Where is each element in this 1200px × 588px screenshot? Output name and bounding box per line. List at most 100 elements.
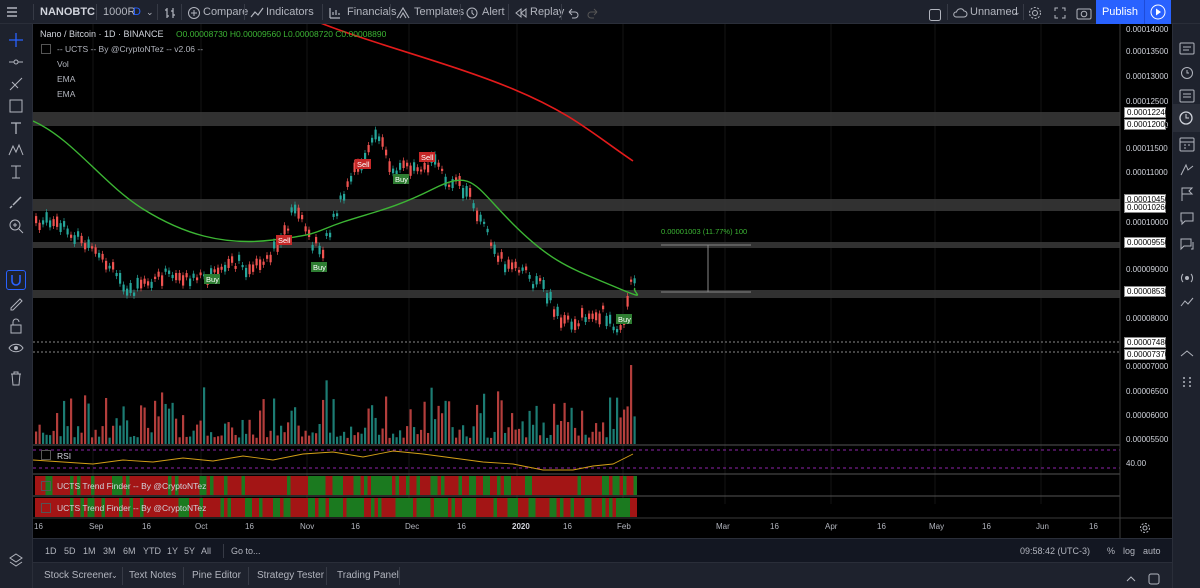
chart-style-icon[interactable] (163, 5, 177, 19)
flag-icon[interactable] (1179, 186, 1195, 202)
maximize-icon[interactable] (1148, 570, 1160, 585)
layout-name[interactable]: Unnamed (970, 6, 1018, 18)
play-icon[interactable] (1144, 0, 1171, 24)
symbol-search[interactable]: NANOBTC (40, 6, 95, 18)
drawing-lock-pencil-icon[interactable] (8, 295, 24, 311)
expand-icon[interactable] (1053, 5, 1067, 19)
redo-icon[interactable] (586, 5, 600, 19)
indicator-vol[interactable]: Vol (57, 59, 69, 69)
pitchfork-icon[interactable] (8, 76, 24, 92)
alert-icon[interactable] (465, 5, 479, 19)
candle (469, 188, 472, 197)
range-all[interactable]: All (201, 546, 212, 556)
tab-trading-panel[interactable]: Trading Panel (337, 570, 399, 581)
layers-icon[interactable] (8, 552, 24, 568)
templates-icon[interactable] (396, 5, 410, 19)
alert-button[interactable]: Alert (482, 6, 505, 18)
rectangle-icon[interactable] (8, 98, 24, 114)
data-window-icon[interactable] (1173, 104, 1200, 132)
interval-daily[interactable]: D (133, 6, 141, 18)
measure-tool: 0.00001003 (11.77%) 100 (661, 227, 751, 293)
trend-finder-cell (332, 476, 336, 495)
chevron-down-icon[interactable]: ⌄ (111, 571, 118, 580)
trend-finder-cell (476, 498, 480, 517)
menu-icon[interactable] (4, 4, 20, 20)
trend-finder-cell (546, 476, 550, 495)
auto-toggle[interactable]: auto (1143, 546, 1161, 556)
trash-icon[interactable] (8, 370, 24, 386)
collapse-legend-icon[interactable] (41, 44, 51, 54)
chevron-up-icon[interactable] (1125, 570, 1137, 582)
trend-finder-cell (497, 476, 501, 495)
prediction-icon[interactable] (8, 164, 24, 180)
volume-bar (276, 435, 279, 444)
alarm-clock-icon[interactable] (1179, 64, 1195, 80)
templates-button[interactable]: Templates (414, 6, 465, 18)
cloud-icon[interactable] (952, 5, 968, 19)
financials-icon[interactable] (328, 5, 342, 19)
range-1y[interactable]: 1Y (167, 546, 179, 556)
tab-pine-editor[interactable]: Pine Editor (192, 570, 241, 581)
chevron-down-icon[interactable]: ⌄ (1013, 7, 1021, 17)
gear-icon[interactable] (1139, 522, 1151, 534)
range-3m[interactable]: 3M (103, 546, 116, 556)
chart-hint-icon[interactable] (1179, 294, 1195, 310)
trend-line-icon[interactable] (8, 54, 24, 70)
log-toggle[interactable]: log (1123, 546, 1136, 556)
range-1d[interactable]: 1D (45, 546, 57, 556)
trend-finder-cell (539, 476, 543, 495)
camera-icon[interactable] (1076, 5, 1092, 20)
volume-bar (66, 426, 69, 444)
text-icon[interactable] (8, 120, 24, 136)
collapse-pane-icon[interactable] (41, 450, 51, 460)
undo-icon[interactable] (566, 5, 580, 19)
broadcast-icon[interactable] (1179, 270, 1195, 286)
publish-button[interactable]: Publish (1096, 0, 1144, 24)
indicator-ema[interactable]: EMA (57, 74, 76, 84)
magnet-icon[interactable] (6, 270, 26, 290)
replay-icon[interactable] (514, 5, 528, 19)
chevron-double-icon[interactable] (1179, 346, 1195, 362)
zoom-icon[interactable] (8, 218, 24, 234)
range-5y[interactable]: 5Y (184, 546, 196, 556)
clock[interactable]: 09:58:42 (UTC-3) (1020, 546, 1091, 556)
chevron-down-icon[interactable]: ⌄ (146, 7, 154, 17)
candle (350, 175, 353, 182)
drag-handle-icon[interactable] (1179, 374, 1195, 390)
goto-button[interactable]: Go to... (231, 546, 261, 556)
crosshair-icon[interactable] (8, 32, 24, 48)
percent-toggle[interactable]: % (1107, 546, 1116, 556)
ideas-icon[interactable] (1179, 162, 1195, 178)
pattern-icon[interactable] (8, 142, 24, 158)
calendar-icon[interactable] (1179, 136, 1195, 152)
collapse-pane-icon[interactable] (41, 503, 51, 513)
tab-stock-screener[interactable]: Stock Screener (44, 570, 113, 581)
plus-circle-icon[interactable] (187, 5, 201, 19)
watchlist-icon[interactable] (1179, 40, 1195, 56)
indicators-button[interactable]: Indicators (266, 6, 314, 18)
interval-range[interactable]: 1000R (103, 6, 136, 18)
candle (154, 276, 157, 280)
fullscreen-box-icon[interactable] (929, 6, 941, 21)
financials-button[interactable]: Financials (347, 6, 397, 18)
chart-canvas[interactable]: 0.00001003 (11.77%) 100 Sell Sell Buy Se… (33, 24, 1172, 538)
indicator-ucts[interactable]: -- UCTS -- By @CryptoNTez -- v2.06 -- (57, 44, 204, 54)
chat-icon[interactable] (1179, 210, 1195, 226)
gear-icon[interactable] (1028, 5, 1042, 19)
messages-icon[interactable] (1179, 236, 1195, 252)
compare-button[interactable]: Compare (203, 6, 249, 18)
range-1m[interactable]: 1M (83, 546, 96, 556)
indicators-icon[interactable] (250, 5, 264, 19)
news-icon[interactable] (1179, 88, 1195, 104)
eye-icon[interactable] (8, 340, 24, 356)
range-5d[interactable]: 5D (64, 546, 76, 556)
indicator-ema[interactable]: EMA (57, 89, 76, 99)
range-6m[interactable]: 6M (123, 546, 136, 556)
lock-icon[interactable] (8, 318, 24, 334)
tab-strategy-tester[interactable]: Strategy Tester (257, 570, 325, 581)
replay-button[interactable]: Replay (530, 6, 565, 18)
tab-text-notes[interactable]: Text Notes (129, 570, 177, 581)
collapse-pane-icon[interactable] (41, 481, 51, 491)
range-ytd[interactable]: YTD (143, 546, 161, 556)
brush-icon[interactable] (8, 194, 24, 210)
